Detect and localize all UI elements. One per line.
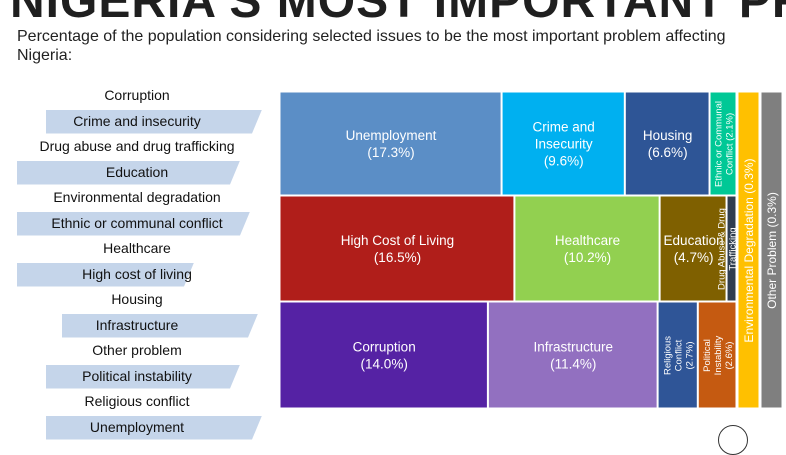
treemap-rect [737, 91, 760, 409]
legend-item: Ethnic or communal conflict [0, 212, 262, 236]
treemap-label: Education (4.7%) [664, 233, 724, 265]
treemap-label: Crime and Insecurity (9.6%) [533, 120, 595, 169]
legend-item: High cost of living [0, 263, 262, 287]
legend-band [17, 161, 240, 185]
treemap-cell: ReligiousConflict(2.7%) [657, 301, 698, 409]
treemap-cell: Infrastructure (11.4%) [487, 301, 658, 409]
treemap-rect [501, 91, 625, 196]
legend-item: Other problem [0, 339, 262, 363]
legend-label: Unemployment [89, 418, 185, 435]
legend-band [46, 365, 240, 389]
treemap-label: ReligiousConflict(2.7%) [663, 336, 696, 375]
treemap-cell: Education (4.7%) [659, 195, 727, 302]
legend-label: Infrastructure [95, 316, 179, 333]
treemap-label: Unemployment (17.3%) [346, 128, 437, 160]
page-title: NIGERIA'S MOST IMPORTANT PROBLEMS [10, 0, 786, 26]
treemap-label: Infrastructure (11.4%) [533, 340, 613, 372]
legend-item: Unemployment [0, 416, 262, 440]
treemap-cell: Corruption (14.0%) [279, 301, 488, 409]
treemap-label: High Cost of Living (16.5%) [341, 233, 454, 265]
legend-item: Housing [0, 288, 262, 312]
title-bar: NIGERIA'S MOST IMPORTANT PROBLEMS [0, 0, 786, 26]
legend-label: Political instability [82, 367, 192, 384]
treemap-rect [659, 195, 727, 302]
legend-item: Political instability [0, 365, 262, 389]
legend-item: Crime and insecurity [0, 110, 262, 134]
treemap-cell: Unemployment (17.3%) [279, 91, 502, 196]
treemap-label: Ethnic or CommunalConflict (2.1%) [713, 101, 735, 187]
treemap-rect [279, 195, 515, 302]
legend-item: Education [0, 161, 262, 185]
treemap-cell: Ethnic or CommunalConflict (2.1%) [709, 91, 737, 196]
legend-label: Environmental degradation [53, 189, 221, 205]
treemap-rect [624, 91, 710, 196]
treemap-rect [760, 91, 783, 409]
treemap-cell: High Cost of Living (16.5%) [279, 195, 515, 302]
treemap-rect [657, 301, 698, 409]
treemap-rect [726, 195, 737, 302]
corner-logo-icon [718, 425, 748, 455]
treemap-label: PoliticalInstability(2.6%) [702, 335, 735, 375]
legend-item: Corruption [0, 84, 262, 108]
treemap-chart: Unemployment (17.3%) Crime and Insecurity (9… [279, 91, 783, 409]
treemap-cell: PoliticalInstability(2.6%) [697, 301, 737, 409]
legend-label: Crime and insecurity [73, 112, 201, 129]
chart-subtitle: Percentage of the population considering… [17, 28, 726, 64]
treemap-rect [487, 301, 658, 409]
legend-label: Housing [111, 291, 163, 307]
treemap-rect [279, 91, 502, 196]
treemap-cell: Healthcare (10.2%) [514, 195, 660, 302]
legend-label: Education [105, 163, 169, 180]
treemap-rect [697, 301, 737, 409]
treemap-cell: Crime and Insecurity (9.6%) [501, 91, 625, 196]
legend-list: Corruption Crime and insecurity Drug abuse… [0, 84, 262, 438]
legend-label: Religious conflict [84, 393, 190, 409]
treemap-cell: Environmental Degradation (0.3%) [737, 91, 760, 409]
treemap-label: Other Problem (0.3%) [765, 192, 779, 309]
treemap-label: Corruption (14.0%) [353, 340, 416, 372]
legend-label: Corruption [104, 87, 170, 103]
legend-label: Drug abuse and drug trafficking [39, 138, 235, 154]
legend-label: Ethnic or communal conflict [51, 214, 223, 231]
legend-label: High cost of living [82, 265, 192, 282]
legend-item: Religious conflict [0, 390, 262, 414]
legend-label: Other problem [92, 342, 182, 358]
treemap-cell: Housing (6.6%) [624, 91, 710, 196]
legend-item: Healthcare [0, 237, 262, 261]
treemap-cell: Other Problem (0.3%) [760, 91, 783, 409]
treemap-rect [709, 91, 737, 196]
legend-band [17, 263, 194, 287]
treemap-rect [279, 301, 488, 409]
legend-item: Environmental degradation [0, 186, 262, 210]
treemap-label: Housing (6.6%) [643, 128, 693, 160]
treemap-rect [514, 195, 660, 302]
treemap-label: Healthcare (10.2%) [555, 233, 620, 265]
legend-band [46, 110, 262, 134]
legend-band [62, 314, 258, 338]
legend-item: Infrastructure [0, 314, 262, 338]
legend-band [46, 416, 262, 440]
legend-band [17, 212, 250, 236]
legend-label: Healthcare [103, 240, 171, 256]
legend-item: Drug abuse and drug trafficking [0, 135, 262, 159]
treemap-label: Environmental Degradation (0.3%) [742, 158, 756, 342]
